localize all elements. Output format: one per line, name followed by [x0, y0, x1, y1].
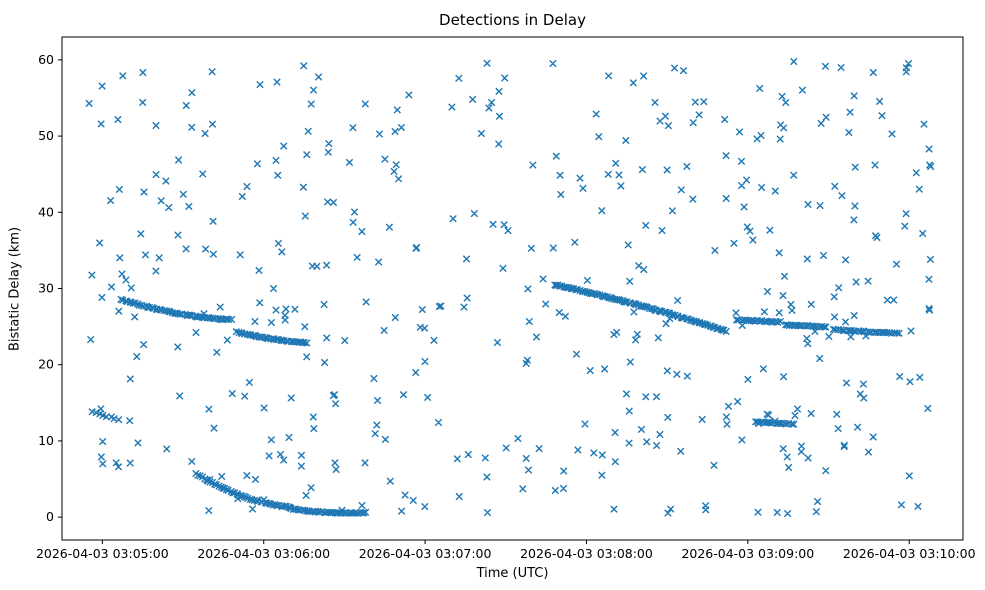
- y-axis-label: Bistatic Delay (km): [7, 226, 23, 351]
- x-tick-label: 2026-04-03 03:08:00: [520, 546, 653, 561]
- x-tick-label: 2026-04-03 03:09:00: [681, 546, 814, 561]
- y-tick-label: 50: [38, 128, 54, 143]
- axes-spines: [61, 36, 964, 541]
- y-tick-label: 10: [38, 433, 54, 448]
- x-tick-label: 2026-04-03 03:05:00: [36, 546, 169, 561]
- scatter-points: [85, 57, 935, 518]
- x-tick-label: 2026-04-03 03:06:00: [197, 546, 330, 561]
- y-tick-label: 40: [38, 204, 54, 219]
- x-axis-label: Time (UTC): [476, 566, 549, 581]
- x-tick-label: 2026-04-03 03:10:00: [843, 546, 976, 561]
- x-tick-label: 2026-04-03 03:07:00: [359, 546, 492, 561]
- y-tick-label: 0: [46, 509, 54, 524]
- y-tick-label: 20: [38, 357, 54, 372]
- y-tick-label: 30: [38, 281, 54, 296]
- chart-title: Detections in Delay: [439, 11, 586, 29]
- y-tick-label: 60: [38, 52, 54, 67]
